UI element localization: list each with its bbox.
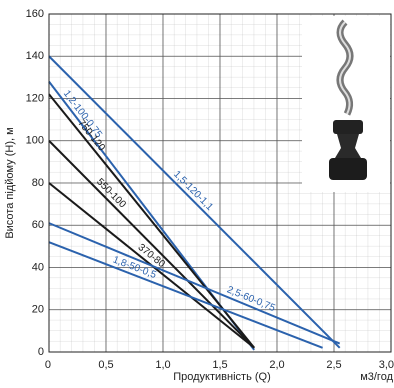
y-tick-label: 140 bbox=[26, 50, 44, 62]
y-axis-title: Висота підйому (H), м bbox=[4, 127, 16, 238]
series-line bbox=[48, 55, 341, 349]
x-tick-label: 0,5 bbox=[98, 359, 113, 371]
x-axis-unit: м3/год bbox=[360, 371, 393, 383]
series-line bbox=[48, 222, 341, 345]
y-tick-label: 120 bbox=[26, 92, 44, 104]
series-line bbox=[48, 241, 323, 349]
y-tick-label: 160 bbox=[26, 8, 44, 20]
x-tick-label: 1,0 bbox=[155, 359, 170, 371]
pump-photo bbox=[302, 16, 390, 192]
y-tick-label: 40 bbox=[32, 261, 44, 273]
y-tick-label: 20 bbox=[32, 304, 44, 316]
y-tick-label: 80 bbox=[32, 177, 44, 189]
x-tick-label: 2,0 bbox=[269, 359, 284, 371]
series-line bbox=[48, 140, 255, 349]
series-line bbox=[48, 93, 255, 349]
y-tick-label: 100 bbox=[26, 135, 44, 147]
y-tick-label: 60 bbox=[32, 219, 44, 231]
plot-frame bbox=[48, 13, 392, 353]
x-axis-title: Продуктивність (Q) bbox=[173, 371, 271, 383]
x-tick-label: 0 bbox=[45, 359, 51, 371]
x-tick-label: 3,0 bbox=[379, 359, 394, 371]
x-tick-label: 1,5 bbox=[212, 359, 227, 371]
x-tick-label: 2,5 bbox=[326, 359, 341, 371]
y-tick-label: 0 bbox=[38, 346, 44, 358]
